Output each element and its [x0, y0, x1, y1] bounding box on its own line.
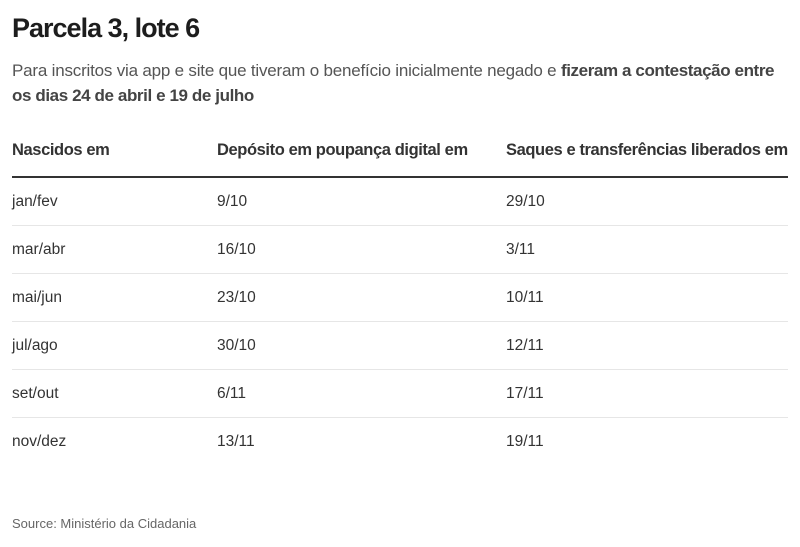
- data-table: Nascidos em Depósito em poupança digital…: [12, 138, 788, 465]
- column-header: Saques e transferências liberados em: [506, 138, 788, 178]
- subtitle-regular: Para inscritos via app e site que tivera…: [12, 61, 561, 80]
- table-row: nov/dez 13/11 19/11: [12, 418, 788, 466]
- column-header: Depósito em poupança digital em: [217, 138, 506, 178]
- deposit-date-cell: 16/10: [217, 225, 506, 274]
- table-row: set/out 6/11 17/11: [12, 369, 788, 418]
- subtitle-bold: fizeram a contestação entre os dias 24 d…: [12, 61, 775, 105]
- deposit-date-cell: 30/10: [217, 321, 506, 370]
- column-header: Nascidos em: [12, 138, 217, 178]
- chart-title: Parcela 3, lote 6: [12, 13, 200, 43]
- withdrawal-date-cell: 19/11: [506, 432, 544, 450]
- withdrawal-date-cell: 29/10: [506, 177, 788, 226]
- deposit-date-cell: 9/10: [217, 177, 506, 226]
- birth-months-cell: mar/abr: [12, 225, 217, 274]
- header-row: Nascidos em Depósito em poupança digital…: [12, 138, 788, 178]
- table-row: mar/abr 16/10 3/11: [12, 225, 788, 274]
- withdrawal-date-cell: 10/11: [506, 273, 788, 322]
- birth-months-cell: nov/dez: [12, 432, 67, 450]
- withdrawal-date-cell: 17/11: [506, 369, 788, 418]
- birth-months-cell: set/out: [12, 369, 217, 418]
- deposit-date-cell: 6/11: [217, 369, 506, 418]
- table-row: jan/fev 9/10 29/10: [12, 177, 788, 226]
- deposit-date-cell: 13/11: [217, 432, 255, 450]
- source-note: Source: Ministério da Cidadania: [12, 516, 197, 531]
- birth-months-cell: mai/jun: [12, 273, 217, 322]
- birth-months-cell: jan/fev: [12, 177, 217, 226]
- chart-subtitle: Para inscritos via app e site que tivera…: [12, 58, 782, 108]
- withdrawal-date-cell: 12/11: [506, 321, 788, 370]
- birth-months-cell: jul/ago: [12, 321, 217, 370]
- withdrawal-date-cell: 3/11: [506, 225, 788, 274]
- deposit-date-cell: 23/10: [217, 273, 506, 322]
- table-row: mai/jun 23/10 10/11: [12, 273, 788, 322]
- table-row: jul/ago 30/10 12/11: [12, 321, 788, 370]
